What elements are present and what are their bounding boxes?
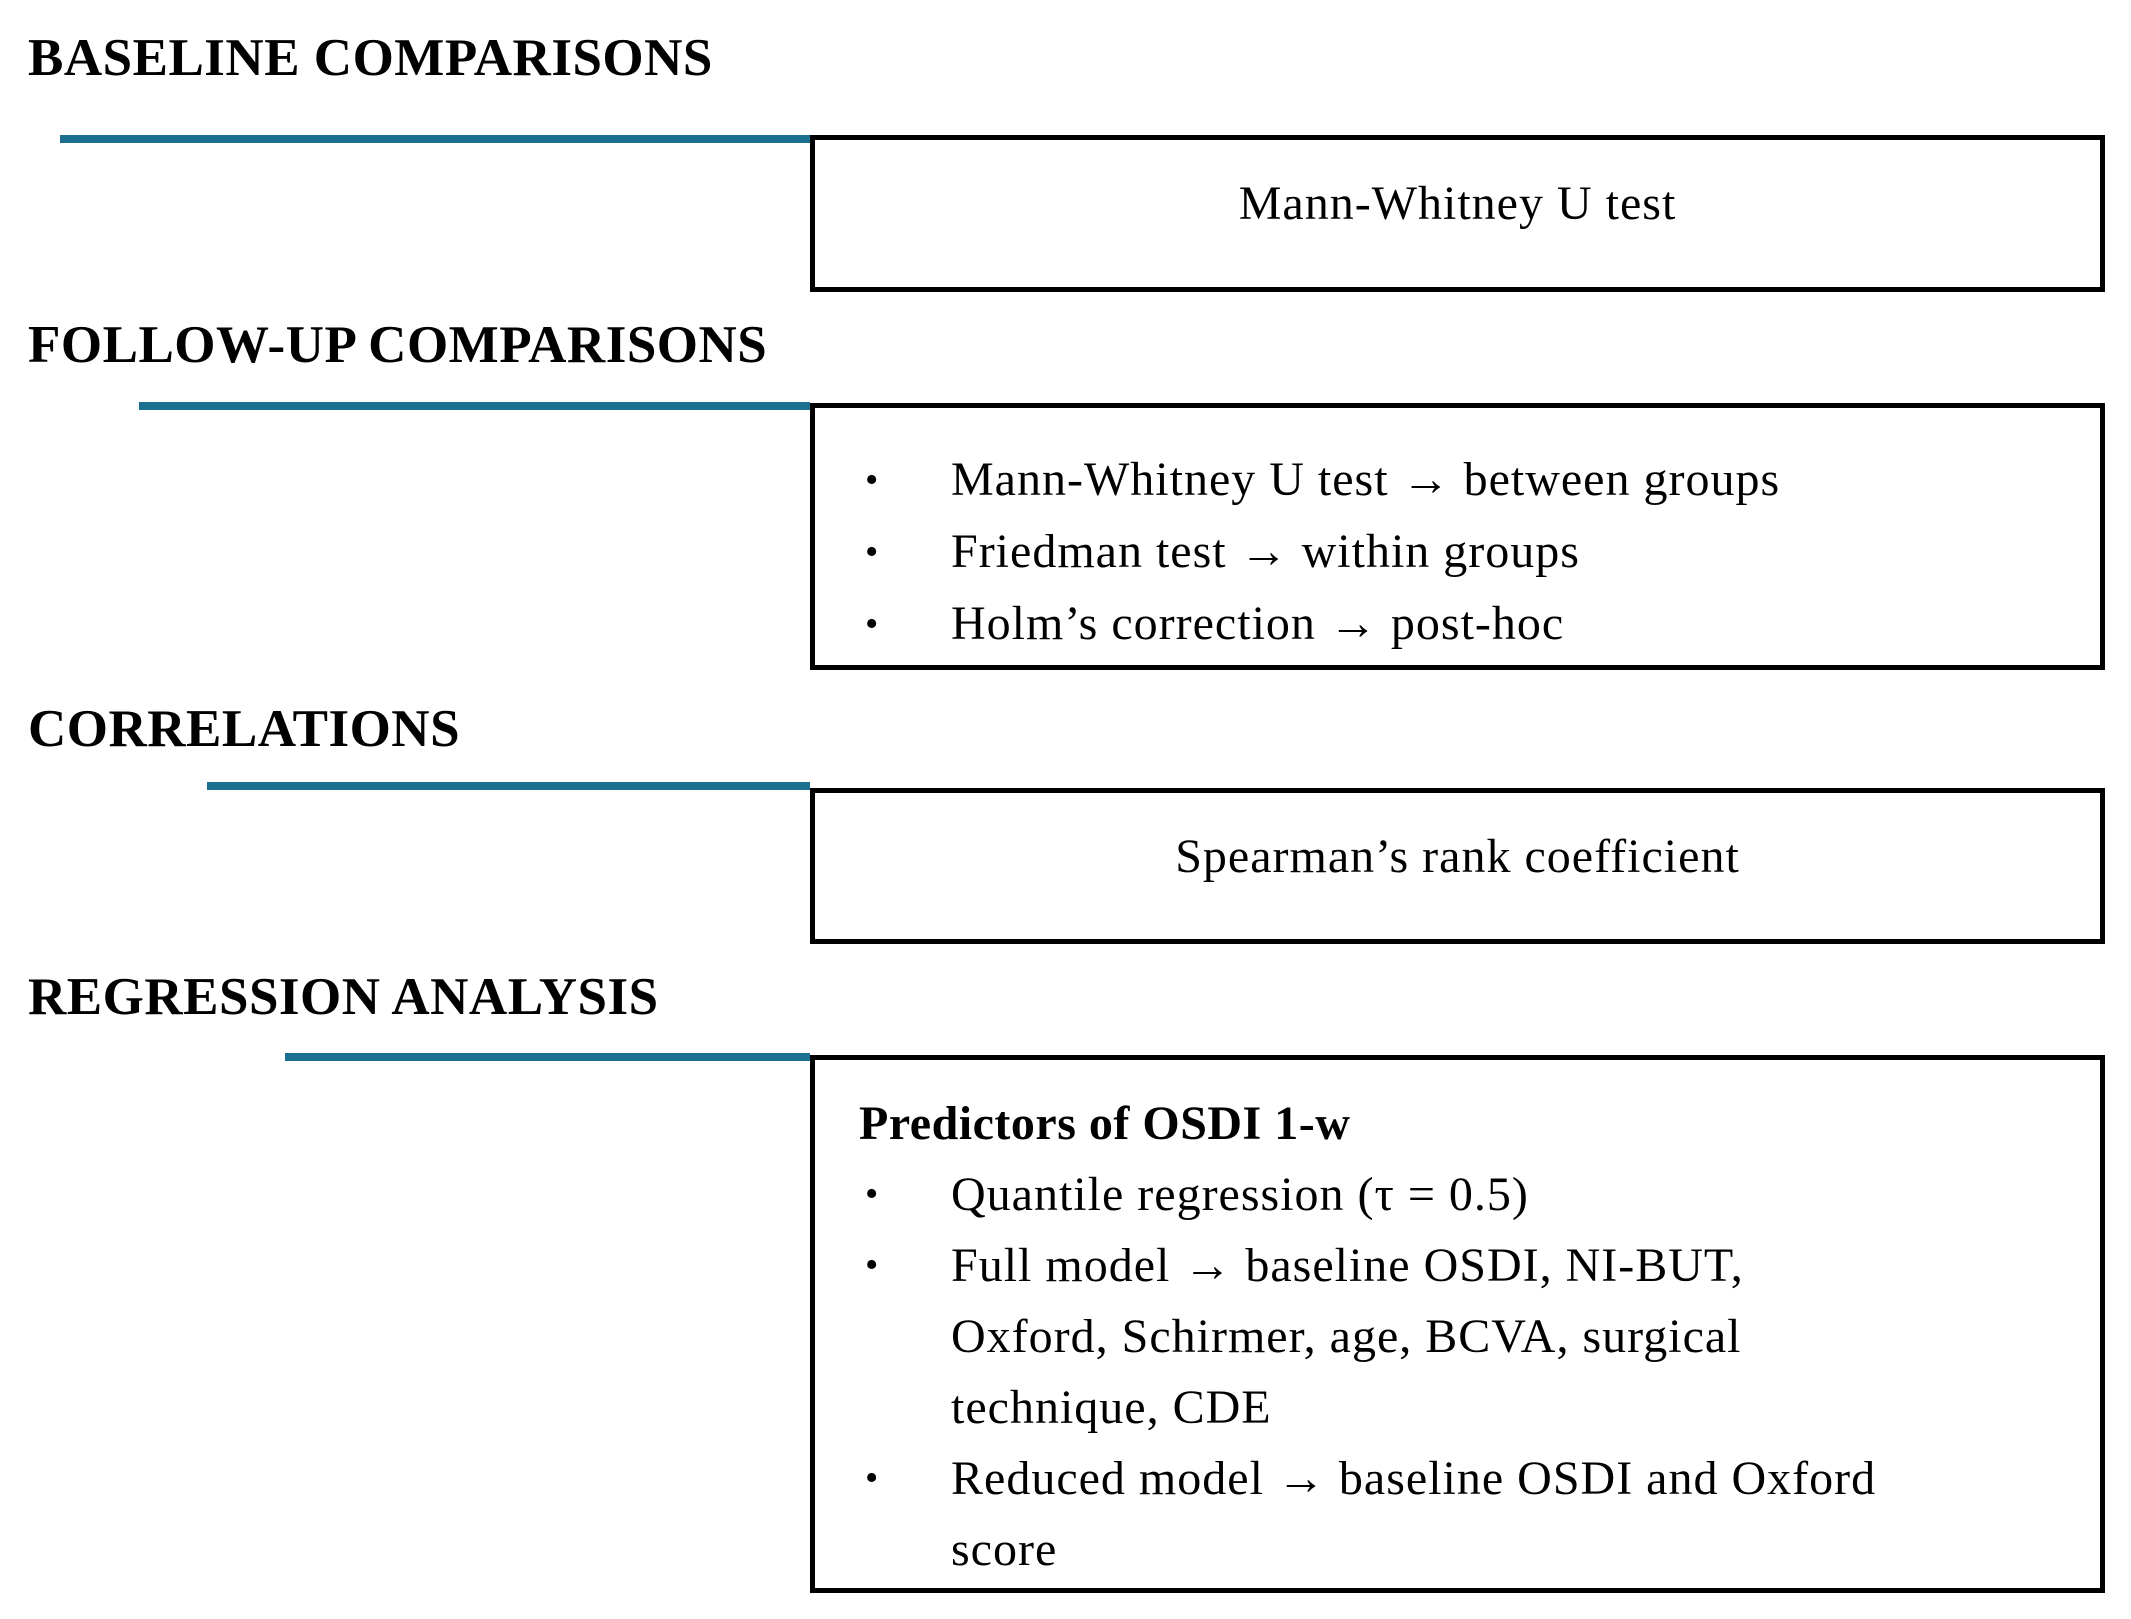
section-rule-follow-up — [139, 402, 810, 410]
section-heading-follow-up-comparisons: FOLLOW-UP COMPARISONS — [28, 316, 768, 374]
bullet-text: Reduced model → baseline OSDI and Oxford… — [951, 1452, 1877, 1576]
bullet-item: • Quantile regression (τ = 0.5) — [815, 1159, 2100, 1230]
bullet-icon: • — [865, 1457, 880, 1499]
bullet-icon: • — [865, 459, 880, 501]
section-heading-correlations: CORRELATIONS — [28, 700, 461, 758]
bullet-item: • Full model → baseline OSDI, NI-BUT, Ox… — [815, 1230, 2100, 1443]
bullet-item: • Reduced model → baseline OSDI and Oxfo… — [815, 1443, 2100, 1585]
bullet-icon: • — [865, 603, 880, 645]
bullet-icon: • — [865, 1244, 880, 1286]
method-text: Spearman’s rank coefficient — [1175, 829, 1740, 883]
bullet-icon: • — [865, 531, 880, 573]
bullet-icon: • — [865, 1173, 880, 1215]
bullet-item: • Mann-Whitney U test → between groups — [815, 444, 2100, 516]
method-text: Mann-Whitney U test — [1238, 177, 1677, 230]
section-rule-regression — [285, 1053, 810, 1061]
box-title: Predictors of OSDI 1-w — [859, 1097, 1351, 1150]
method-box-baseline: Mann-Whitney U test — [810, 135, 2105, 292]
method-box-regression: Predictors of OSDI 1-w • Quantile regres… — [810, 1055, 2105, 1593]
bullet-item: • Holm’s correction → post-hoc — [815, 588, 2100, 660]
bullet-text: Friedman test → within groups — [951, 525, 1580, 578]
bullet-text: Quantile regression (τ = 0.5) — [951, 1168, 1529, 1221]
section-heading-baseline-comparisons: BASELINE COMPARISONS — [28, 29, 713, 87]
bullet-text: Holm’s correction → post-hoc — [951, 597, 1565, 650]
method-box-correlations: Spearman’s rank coefficient — [810, 788, 2105, 944]
section-rule-correlations — [207, 782, 810, 790]
bullet-text: Mann-Whitney U test → between groups — [951, 453, 1781, 506]
method-box-follow-up: • Mann-Whitney U test → between groups •… — [810, 403, 2105, 670]
section-rule-baseline — [60, 135, 810, 143]
section-heading-regression-analysis: REGRESSION ANALYSIS — [28, 968, 659, 1026]
bullet-item: • Friedman test → within groups — [815, 516, 2100, 588]
bullet-text: Full model → baseline OSDI, NI-BUT, Oxfo… — [951, 1239, 1744, 1434]
